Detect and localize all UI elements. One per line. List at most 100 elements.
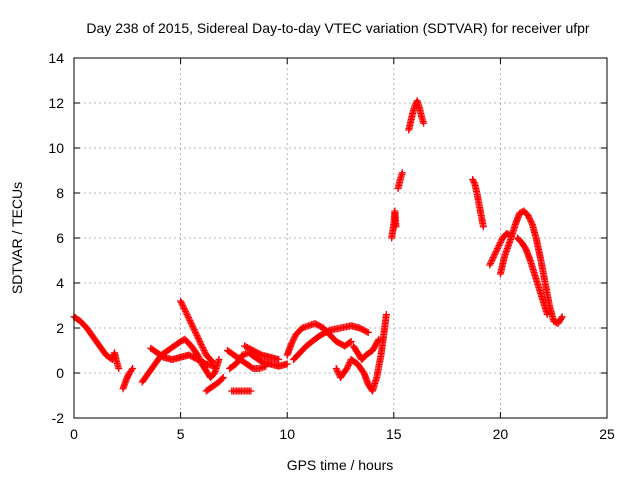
x-tick-label: 15 bbox=[386, 426, 402, 442]
data-point-marker bbox=[197, 341, 205, 348]
data-point-marker bbox=[344, 362, 352, 369]
data-point-marker bbox=[187, 318, 195, 326]
data-point-marker bbox=[193, 332, 201, 339]
data-point-marker bbox=[208, 357, 216, 365]
data-point-marker bbox=[177, 299, 185, 306]
data-point-marker bbox=[185, 315, 193, 323]
data-point-marker bbox=[115, 365, 123, 372]
data-point-marker bbox=[345, 360, 353, 368]
data-point-marker bbox=[526, 216, 534, 224]
y-tick-label: 10 bbox=[48, 140, 64, 156]
data-point-marker bbox=[290, 335, 298, 343]
data-point-marker bbox=[182, 308, 190, 315]
data-point-marker bbox=[382, 311, 390, 318]
data-point-marker bbox=[543, 311, 551, 318]
data-point-marker bbox=[492, 248, 500, 255]
y-tick-label: 8 bbox=[56, 185, 64, 201]
data-point-marker bbox=[288, 338, 296, 346]
data-point-marker bbox=[192, 330, 200, 338]
data-points bbox=[70, 97, 566, 395]
data-point-marker bbox=[183, 311, 191, 318]
data-point-marker bbox=[287, 340, 295, 348]
data-point-marker bbox=[495, 242, 503, 249]
data-point-marker bbox=[198, 342, 206, 350]
data-point-marker bbox=[469, 177, 477, 185]
data-point-marker bbox=[374, 337, 382, 345]
data-point-marker bbox=[489, 254, 497, 261]
data-point-marker bbox=[196, 339, 204, 347]
data-point-marker bbox=[194, 333, 202, 341]
data-point-marker bbox=[179, 303, 187, 311]
data-point-marker bbox=[184, 314, 192, 321]
data-point-marker bbox=[200, 347, 208, 354]
chart-title: Day 238 of 2015, Sidereal Day-to-day VTE… bbox=[86, 20, 590, 36]
data-point-marker bbox=[188, 321, 196, 329]
data-point-marker bbox=[290, 334, 298, 342]
data-point-marker bbox=[275, 356, 283, 363]
y-tick-label: 14 bbox=[48, 50, 64, 66]
data-point-marker bbox=[486, 261, 494, 269]
data-point-marker bbox=[528, 219, 536, 227]
data-point-marker bbox=[247, 387, 255, 395]
data-point-marker bbox=[186, 317, 194, 324]
data-point-marker bbox=[181, 306, 189, 314]
data-point-marker bbox=[470, 179, 478, 186]
x-tick-label: 25 bbox=[599, 426, 615, 442]
data-point-marker bbox=[190, 326, 198, 333]
data-point-marker bbox=[180, 305, 188, 312]
x-tick-label: 10 bbox=[279, 426, 295, 442]
data-point-marker bbox=[333, 366, 341, 374]
data-point-marker bbox=[469, 176, 477, 183]
data-point-marker bbox=[420, 119, 428, 127]
data-point-marker bbox=[363, 328, 371, 336]
data-point-marker bbox=[489, 255, 497, 263]
data-point-marker bbox=[194, 335, 202, 342]
data-point-marker bbox=[128, 366, 136, 374]
data-point-marker bbox=[129, 365, 137, 372]
y-tick-label: 4 bbox=[56, 275, 64, 291]
data-point-marker bbox=[491, 249, 499, 257]
data-point-marker bbox=[191, 327, 199, 335]
data-point-marker bbox=[375, 335, 383, 343]
x-tick-label: 0 bbox=[70, 426, 78, 442]
y-tick-label: 2 bbox=[56, 320, 64, 336]
data-point-marker bbox=[344, 363, 352, 371]
data-point-marker bbox=[195, 336, 203, 344]
data-point-marker bbox=[179, 302, 187, 309]
x-tick-label: 5 bbox=[177, 426, 185, 442]
y-tick-label: 0 bbox=[56, 365, 64, 381]
data-point-marker bbox=[494, 243, 502, 251]
data-point-marker bbox=[488, 257, 496, 264]
data-point-marker bbox=[218, 375, 226, 383]
data-point-marker bbox=[196, 338, 204, 345]
data-point-marker bbox=[201, 348, 209, 356]
data-point-marker bbox=[497, 237, 505, 245]
data-point-marker bbox=[525, 213, 533, 221]
data-point-marker bbox=[209, 358, 217, 366]
data-point-marker bbox=[496, 240, 504, 248]
data-point-marker bbox=[486, 260, 494, 267]
data-point-marker bbox=[187, 320, 195, 327]
data-point-marker bbox=[364, 329, 372, 336]
data-point-marker bbox=[192, 329, 200, 336]
data-point-marker bbox=[184, 312, 192, 320]
data-point-marker bbox=[215, 356, 223, 363]
data-point-marker bbox=[526, 215, 534, 222]
data-point-marker bbox=[211, 362, 219, 370]
data-point-marker bbox=[494, 245, 502, 252]
data-point-marker bbox=[490, 252, 498, 260]
data-point-marker bbox=[189, 323, 197, 330]
data-point-marker bbox=[219, 374, 227, 381]
data-point-marker bbox=[199, 345, 207, 353]
data-point-marker bbox=[182, 309, 190, 317]
axis-ticks: 0 5 10 15 20 25 -2 0 2 4 6 8 10 12 14 bbox=[48, 50, 615, 442]
data-point-marker bbox=[199, 344, 207, 351]
data-point-marker bbox=[527, 218, 535, 225]
data-point-marker bbox=[178, 300, 186, 308]
y-tick-label: -2 bbox=[52, 410, 65, 426]
x-axis-label: GPS time / hours bbox=[287, 457, 394, 473]
data-point-marker bbox=[487, 258, 495, 266]
data-point-marker bbox=[334, 368, 342, 375]
data-point-marker bbox=[398, 169, 406, 177]
